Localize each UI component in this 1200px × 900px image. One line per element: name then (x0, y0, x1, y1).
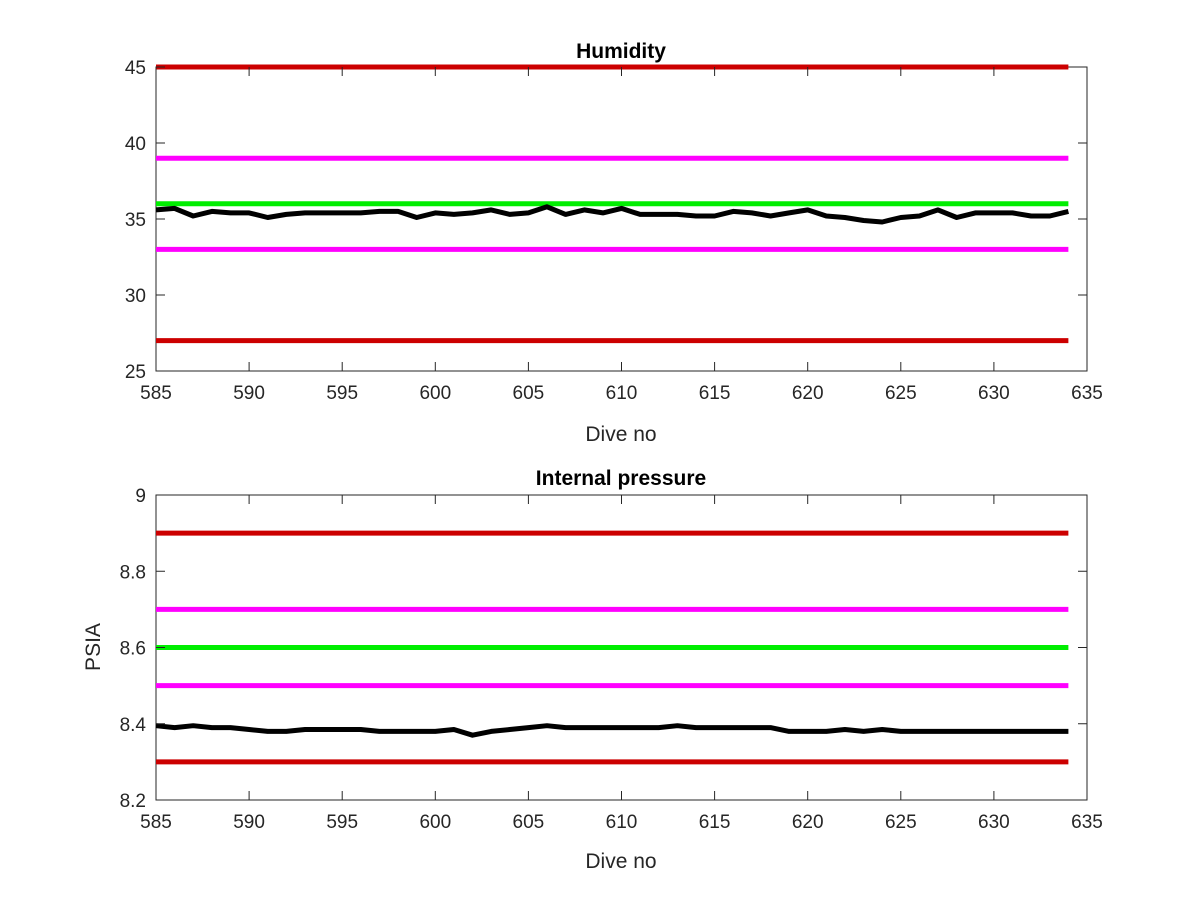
humidity-series-line (155, 204, 1070, 225)
humidity-ytick-label: 25 (125, 362, 146, 383)
pressure-title: Internal pressure (536, 467, 706, 490)
humidity-ytick-label: 40 (125, 134, 146, 155)
humidity-xtick-label: 600 (419, 383, 451, 404)
humidity-title: Humidity (576, 40, 666, 63)
humidity-ytick-label: 30 (125, 286, 146, 307)
humidity-axes-box (155, 66, 1088, 372)
humidity-xtick-label: 630 (978, 383, 1010, 404)
humidity-xtick-label: 590 (233, 383, 265, 404)
pressure-xtick-label: 595 (326, 812, 358, 833)
pressure-ytick-label: 9 (135, 486, 146, 507)
humidity-xtick-label: 615 (699, 383, 731, 404)
pressure-ytick-label: 8.4 (120, 715, 147, 736)
pressure-xlabel: Dive no (585, 850, 656, 873)
pressure-ylabel: PSIA (82, 623, 105, 671)
humidity-ytick-label: 35 (125, 210, 146, 231)
pressure-xtick-label: 635 (1071, 812, 1103, 833)
humidity-series (155, 204, 1070, 225)
humidity-xtick-label: 585 (140, 383, 172, 404)
humidity-xtick-label: 635 (1071, 383, 1103, 404)
pressure-series (155, 723, 1069, 738)
pressure-xtick-label: 590 (233, 812, 265, 833)
pressure-xtick-label: 600 (419, 812, 451, 833)
pressure-plot: 585 590 595 600 605 610 615 620 625 630 635 8.2 8.4… (82, 467, 1103, 873)
humidity-plot: 585 590 595 600 605 610 615 620 625 630 635 25 30 35… (125, 40, 1103, 446)
humidity-xtick-label: 625 (885, 383, 917, 404)
humidity-thresholds (156, 64, 1069, 344)
humidity-xticks: 585 590 595 600 605 610 615 620 625 630 635 (140, 67, 1103, 404)
humidity-xtick-label: 605 (513, 383, 545, 404)
pressure-ytick-label: 8.8 (120, 562, 146, 583)
pressure-xtick-label: 610 (606, 812, 638, 833)
humidity-ytick-label: 45 (125, 58, 146, 79)
pressure-xtick-label: 585 (140, 812, 172, 833)
pressure-ytick-label: 8.2 (120, 791, 146, 812)
pressure-ytick-label: 8.6 (120, 639, 146, 660)
humidity-xlabel: Dive no (585, 423, 656, 446)
pressure-xtick-label: 625 (885, 812, 917, 833)
pressure-xtick-label: 630 (978, 812, 1010, 833)
humidity-xtick-label: 610 (606, 383, 638, 404)
pressure-xtick-label: 605 (513, 812, 545, 833)
pressure-xtick-label: 620 (792, 812, 824, 833)
pressure-xticks: 585 590 595 600 605 610 615 620 625 630 635 (140, 495, 1103, 833)
pressure-series-line (155, 723, 1069, 738)
pressure-xtick-label: 615 (699, 812, 731, 833)
pressure-thresholds (156, 530, 1069, 765)
humidity-yticks: 25 30 35 40 45 (125, 58, 1087, 383)
pressure-yticks: 8.2 8.4 8.6 8.8 9 (120, 486, 1087, 812)
humidity-xtick-label: 620 (792, 383, 824, 404)
humidity-xtick-label: 595 (326, 383, 358, 404)
